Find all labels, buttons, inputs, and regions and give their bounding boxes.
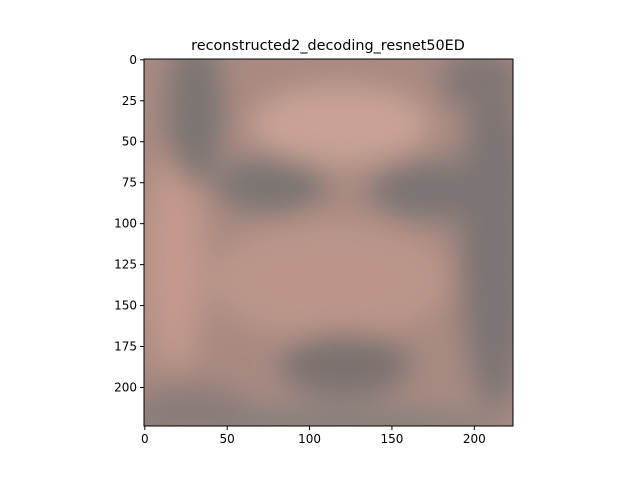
- y-tick-label: 200: [114, 380, 137, 394]
- image: [144, 59, 513, 426]
- chart-title: reconstructed2_decoding_resnet50ED: [191, 38, 465, 54]
- axes-frame: [143, 58, 514, 427]
- y-tick-label: 175: [114, 340, 137, 354]
- x-tick-label: 0: [141, 432, 149, 446]
- y-tick-label: 25: [122, 94, 137, 108]
- x-tick-label: 50: [220, 432, 235, 446]
- y-tick-label: 100: [114, 217, 137, 231]
- x-tick-label: 100: [298, 432, 321, 446]
- y-tick-label: 125: [114, 258, 137, 272]
- y-tick-label: 0: [129, 53, 137, 67]
- y-tick-label: 75: [122, 176, 137, 190]
- y-tick-label: 50: [122, 135, 137, 149]
- y-tick-label: 150: [114, 299, 137, 313]
- x-tick-label: 200: [463, 432, 486, 446]
- x-tick-label: 150: [380, 432, 403, 446]
